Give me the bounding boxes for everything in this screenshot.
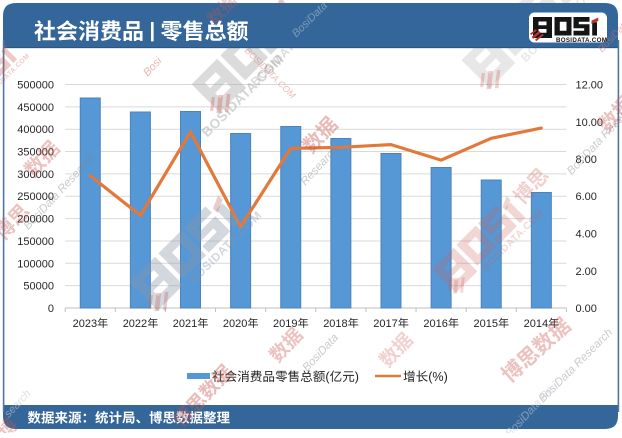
svg-text:500000: 500000 xyxy=(17,80,54,92)
svg-text:2021: 2021 xyxy=(173,318,197,330)
svg-text:12.00: 12.00 xyxy=(576,80,604,92)
svg-text:4.00: 4.00 xyxy=(576,229,597,241)
svg-text:2018: 2018 xyxy=(323,318,347,330)
svg-text:2022: 2022 xyxy=(123,318,147,330)
svg-text:2.00: 2.00 xyxy=(576,266,597,278)
svg-text:50000: 50000 xyxy=(23,281,54,293)
svg-text:8.00: 8.00 xyxy=(576,154,597,166)
svg-text:2019: 2019 xyxy=(273,318,297,330)
svg-text:0.00: 0.00 xyxy=(576,303,597,315)
svg-text:0: 0 xyxy=(48,303,54,315)
svg-text:6.00: 6.00 xyxy=(576,191,597,203)
svg-text:100000: 100000 xyxy=(17,258,54,270)
svg-text:(: ( xyxy=(325,370,330,384)
svg-text:2016: 2016 xyxy=(423,318,447,330)
svg-text:250000: 250000 xyxy=(17,191,54,203)
svg-text:2020: 2020 xyxy=(223,318,247,330)
svg-text:2023: 2023 xyxy=(73,318,97,330)
svg-text:2015: 2015 xyxy=(474,318,498,330)
svg-text:(%): (%) xyxy=(428,370,448,384)
svg-text:2014: 2014 xyxy=(524,318,548,330)
svg-text:350000: 350000 xyxy=(17,147,54,159)
svg-text:200000: 200000 xyxy=(17,214,54,226)
svg-text:2017: 2017 xyxy=(373,318,397,330)
svg-text:400000: 400000 xyxy=(17,124,54,136)
svg-text:|: | xyxy=(150,20,156,42)
svg-text:150000: 150000 xyxy=(17,236,54,248)
svg-text:10.00: 10.00 xyxy=(576,117,604,129)
svg-text:300000: 300000 xyxy=(17,169,54,181)
svg-text:): ) xyxy=(355,370,359,384)
svg-text:450000: 450000 xyxy=(17,102,54,114)
